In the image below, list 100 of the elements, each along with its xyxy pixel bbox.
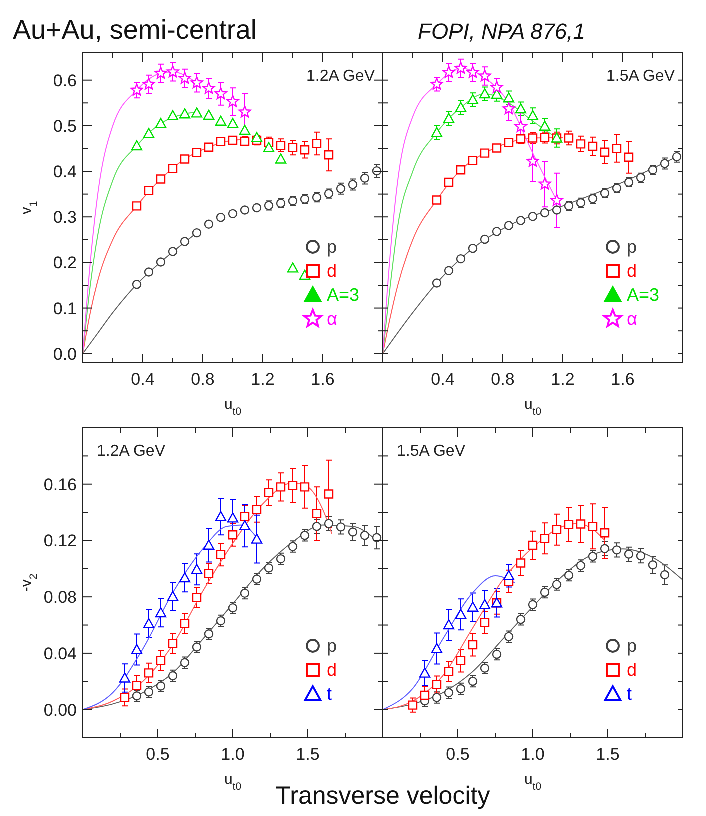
point [444, 266, 454, 276]
x-tick-label: 1.5 [296, 745, 320, 764]
point [312, 139, 322, 148]
legend-label: p [627, 237, 638, 257]
point [552, 206, 562, 215]
point [336, 522, 346, 532]
point [179, 108, 191, 119]
point [430, 78, 444, 90]
point [564, 134, 574, 143]
x-tick-label: 0.8 [491, 370, 515, 389]
point [466, 66, 480, 78]
point [504, 138, 514, 148]
point [166, 66, 180, 78]
point [204, 569, 214, 578]
point [550, 194, 564, 206]
point [540, 534, 550, 544]
annotation: 1.5A GeV [397, 443, 466, 460]
chart-title: Au+Au, semi-central [13, 15, 257, 45]
point [492, 144, 502, 153]
point [514, 120, 528, 132]
legend-label: p [327, 237, 338, 257]
x-tick-label: 1.5 [596, 745, 620, 764]
point [144, 268, 154, 277]
annotation: 1.5A GeV [606, 68, 676, 85]
point [142, 78, 156, 90]
point [131, 644, 143, 654]
point [203, 110, 215, 120]
point [480, 618, 490, 628]
point [251, 534, 263, 544]
point [215, 511, 227, 522]
point [204, 142, 214, 152]
point [312, 509, 322, 519]
point [263, 142, 275, 152]
y-tick-label: 0.16 [44, 475, 77, 494]
point [168, 247, 178, 256]
point [288, 481, 298, 490]
legend-label: t [327, 684, 332, 704]
x-tick-label: 1.0 [221, 745, 245, 764]
y-tick-label: 0.2 [53, 254, 77, 273]
x-axis-title: u$_{t0}$ [524, 396, 542, 418]
point [612, 546, 622, 555]
point [252, 505, 262, 514]
legend-label: d [327, 261, 338, 281]
point [180, 154, 190, 164]
point [636, 551, 646, 561]
point [503, 92, 515, 103]
point [312, 522, 322, 532]
point [192, 148, 202, 158]
x-axis-title: u$_{t0}$ [224, 396, 242, 418]
point [564, 520, 574, 530]
y-tick-label: 0.0 [53, 344, 77, 364]
point [324, 150, 334, 160]
point [287, 262, 299, 273]
legend-label: A=3 [627, 285, 660, 305]
point [492, 227, 502, 236]
point [215, 116, 227, 126]
point [132, 280, 142, 290]
point [624, 550, 634, 559]
point [432, 680, 442, 690]
legend-label: p [627, 636, 638, 656]
point [143, 128, 155, 138]
annotation: 1.2A GeV [97, 443, 166, 460]
x-tick-label: 0.8 [191, 370, 215, 389]
point [119, 672, 131, 683]
y-tick-label: 0.08 [44, 588, 77, 608]
point [216, 550, 226, 560]
legend-label: t [627, 684, 632, 704]
point [324, 519, 334, 528]
point [156, 656, 166, 666]
point [226, 95, 240, 108]
point [516, 216, 526, 226]
y-tick-label: 0.04 [44, 644, 77, 664]
point [455, 608, 467, 620]
point [456, 166, 466, 175]
x-tick-label: 0.5 [446, 745, 470, 764]
x-tick-label: 0.4 [131, 370, 155, 389]
point [288, 143, 298, 152]
point [192, 593, 202, 602]
point [251, 132, 263, 142]
x-axis-title: u$_{t0}$ [524, 771, 542, 793]
point [479, 88, 491, 99]
point [527, 110, 539, 121]
y-tick-label: 0.1 [53, 299, 77, 318]
point [431, 127, 443, 138]
point [468, 640, 478, 650]
point [180, 619, 190, 628]
y-tick-label: 0.5 [53, 116, 77, 136]
point [479, 599, 491, 610]
point [144, 186, 154, 196]
point [600, 544, 610, 554]
point [239, 520, 251, 531]
point [431, 643, 443, 654]
point [467, 602, 479, 612]
point [456, 656, 466, 666]
point [324, 490, 334, 499]
legend-label: d [327, 660, 338, 680]
point [227, 118, 239, 128]
point [216, 137, 226, 146]
point [456, 254, 466, 264]
point [539, 120, 551, 131]
